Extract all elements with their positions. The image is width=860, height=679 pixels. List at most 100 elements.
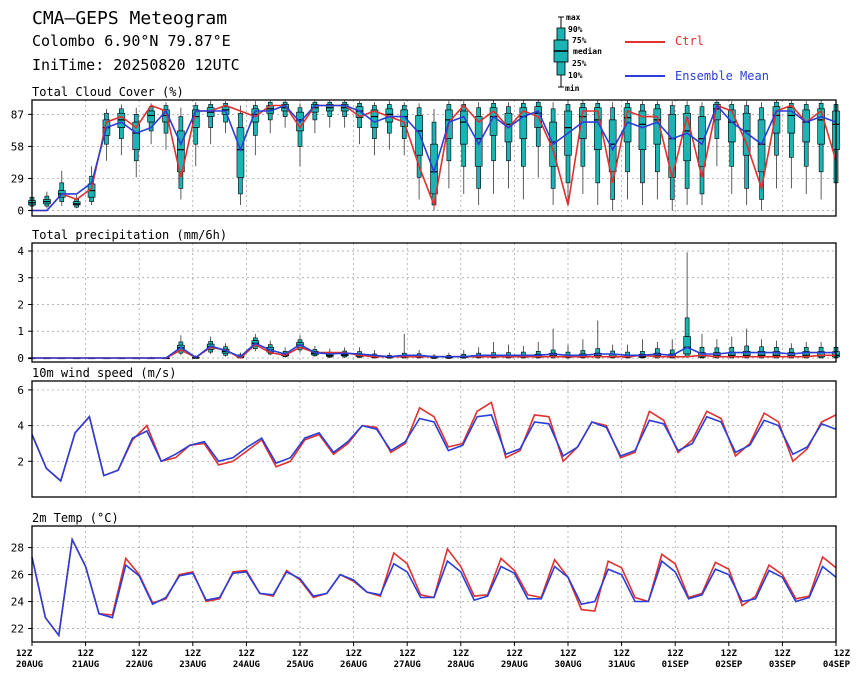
box-outer-lower xyxy=(669,177,675,200)
box-outer-upper xyxy=(803,104,809,111)
box-outer-lower xyxy=(521,138,526,167)
box-outer-upper xyxy=(223,346,228,350)
panel-4: 2m Temp (°C) 22 24 26 28 xyxy=(11,511,837,643)
x-tick-hour: 12Z xyxy=(721,649,738,659)
legend-median-label: median xyxy=(573,46,602,56)
panel-3: 10m wind speed (m/s) 2 4 6 xyxy=(17,366,837,498)
box-iqr xyxy=(802,109,811,143)
ensemble-box xyxy=(698,102,706,205)
y-tick-label: 2 xyxy=(17,455,24,468)
y-tick-label: 28 xyxy=(11,542,24,555)
box-outer-upper xyxy=(729,346,735,353)
box-outer-lower xyxy=(789,132,794,158)
ensemble-box xyxy=(713,339,721,359)
y-tick-label: 0 xyxy=(17,204,24,217)
ensemble-box xyxy=(355,101,364,145)
ensemble-box xyxy=(549,102,557,205)
y-tick-label: 1 xyxy=(17,325,24,338)
box-iqr xyxy=(147,110,155,123)
x-tick-hour: 12Z xyxy=(453,649,470,659)
panel-frame xyxy=(31,525,837,643)
box-outer-lower xyxy=(208,116,213,128)
box-outer-upper xyxy=(208,341,213,345)
box-outer-upper xyxy=(133,114,139,123)
box-outer-upper xyxy=(744,105,749,114)
box-outer-lower xyxy=(610,171,615,200)
box-outer-lower xyxy=(74,204,79,208)
ensemble-box xyxy=(593,320,602,359)
box-iqr xyxy=(474,116,483,167)
ctrl-line xyxy=(31,536,837,638)
box-outer-lower xyxy=(387,357,392,359)
ensemble-box xyxy=(668,101,677,211)
x-tick-day: 27AUG xyxy=(394,660,421,670)
ensemble-box xyxy=(787,343,796,359)
box-outer-upper xyxy=(625,103,630,109)
box-outer-upper xyxy=(550,108,556,123)
init-time-label: IniTime: 20250820 12UTC xyxy=(32,56,240,74)
box-outer-lower xyxy=(699,165,705,195)
x-tick-day: 20AUG xyxy=(16,660,43,670)
box-outer-lower xyxy=(178,171,184,189)
box-outer-lower xyxy=(89,196,94,202)
box-outer-lower xyxy=(625,141,630,173)
ensemble-box xyxy=(787,100,796,189)
ensemble-box xyxy=(445,101,453,189)
box-outer-lower xyxy=(104,135,109,145)
box-outer-upper xyxy=(521,351,526,356)
box-outer-lower xyxy=(699,356,705,359)
box-outer-lower xyxy=(550,165,556,189)
box-outer-upper xyxy=(729,104,735,111)
ensemble-box xyxy=(385,101,394,150)
box-outer-upper xyxy=(818,346,824,352)
box-outer-upper xyxy=(297,107,303,113)
y-tick-label: 87 xyxy=(11,108,24,121)
ensemble-box xyxy=(206,101,215,145)
box-outer-upper xyxy=(684,105,690,114)
ensemble-box xyxy=(355,347,364,358)
x-tick-day: 03SEP xyxy=(769,660,797,670)
box-outer-upper xyxy=(491,103,496,109)
box-outer-lower xyxy=(521,357,526,359)
box-outer-upper xyxy=(640,104,645,112)
box-outer-lower xyxy=(476,357,481,359)
box-outer-lower xyxy=(431,357,437,359)
box-outer-lower xyxy=(610,357,615,359)
y-tick-label: 22 xyxy=(11,623,24,636)
box-outer-upper xyxy=(640,351,645,355)
x-tick-hour: 12Z xyxy=(238,649,255,659)
ensemble-box xyxy=(757,102,766,211)
ensemble-box xyxy=(177,107,185,200)
ensemble-box xyxy=(296,103,304,167)
x-tick-day: 02SEP xyxy=(715,660,743,670)
x-tick-day: 25AUG xyxy=(286,660,313,670)
ensemble-box xyxy=(742,328,751,359)
box-outer-lower xyxy=(461,357,467,359)
box-outer-upper xyxy=(610,107,615,121)
x-tick-day: 01SEP xyxy=(662,660,690,670)
box-outer-upper xyxy=(744,345,749,352)
box-outer-upper xyxy=(803,346,809,352)
box-outer-lower xyxy=(297,130,303,147)
box-iqr xyxy=(683,336,691,355)
x-tick-hour: 12Z xyxy=(185,649,202,659)
box-outer-upper xyxy=(416,107,422,116)
box-outer-upper xyxy=(327,101,333,105)
box-iqr xyxy=(757,119,766,173)
box-outer-upper xyxy=(699,346,705,353)
ensemble-box xyxy=(593,100,602,205)
box-outer-lower xyxy=(372,357,377,359)
box-outer-lower xyxy=(818,143,824,173)
ensemble-box xyxy=(72,195,81,209)
ensemble-box xyxy=(802,101,811,194)
x-tick-hour: 12Z xyxy=(774,649,791,659)
panel-title: 2m Temp (°C) xyxy=(32,511,119,525)
x-tick-hour: 12Z xyxy=(560,649,577,659)
y-tick-label: 0 xyxy=(17,352,24,365)
box-outer-lower xyxy=(803,141,809,167)
panel-title: Total Cloud Cover (%) xyxy=(32,85,184,99)
box-outer-lower xyxy=(342,110,347,117)
x-tick-day: 30AUG xyxy=(554,660,581,670)
box-outer-upper xyxy=(282,101,288,105)
box-outer-lower xyxy=(595,149,601,184)
